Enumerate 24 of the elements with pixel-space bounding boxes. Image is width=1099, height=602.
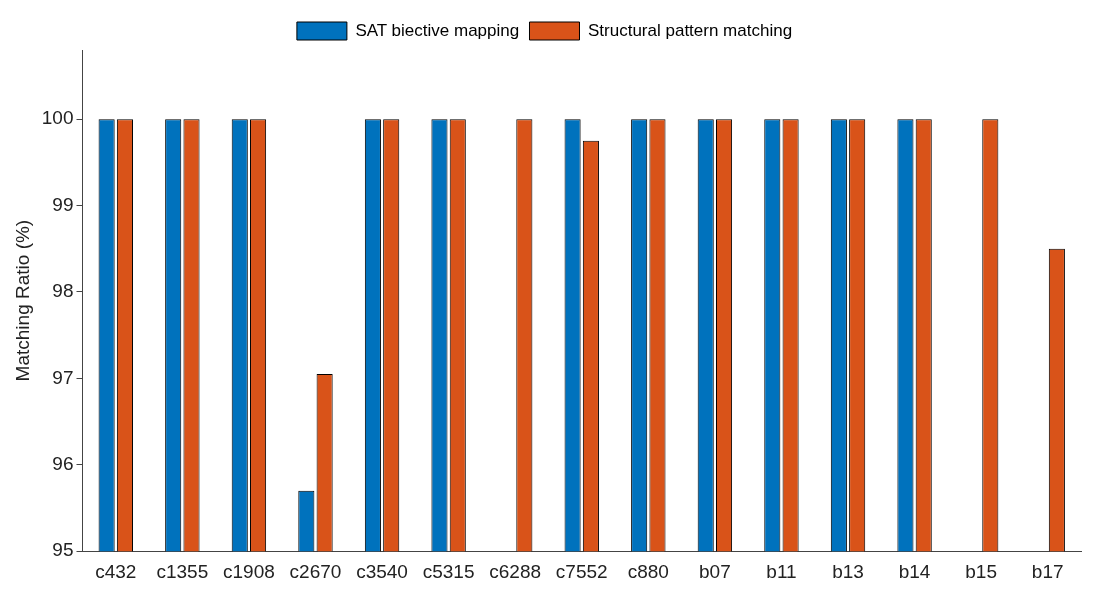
x-tick-label: c880 [627, 560, 669, 582]
x-tick-label: c7552 [555, 560, 608, 582]
y-tick-label: 99 [52, 193, 74, 215]
y-axis-title: Matching Ratio (%) [11, 219, 33, 382]
x-tick-label: c432 [95, 560, 137, 582]
x-tick-label: b17 [1031, 560, 1064, 582]
y-tick-label: 98 [52, 280, 74, 302]
legend-label: Structural pattern matching [588, 20, 793, 40]
y-tick-label: 97 [52, 366, 74, 388]
x-tick-label: c6288 [489, 560, 542, 582]
y-tick-label: 95 [52, 539, 74, 561]
x-tick-label: c5315 [422, 560, 475, 582]
x-tick-label: b07 [699, 560, 731, 582]
x-tick-label: c1355 [156, 560, 209, 582]
x-tick-label: c1908 [223, 560, 275, 582]
x-tick-label: b13 [832, 560, 864, 582]
x-tick-label: c3540 [356, 560, 408, 582]
x-tick-label: c2670 [289, 560, 342, 582]
x-tick-label: b14 [898, 560, 931, 582]
legend-label: SAT biective mapping [355, 20, 520, 40]
x-tick-label: b11 [766, 560, 797, 582]
y-tick-label: 100 [41, 107, 74, 129]
x-tick-label: b15 [965, 560, 997, 582]
y-tick-label: 96 [52, 453, 74, 475]
